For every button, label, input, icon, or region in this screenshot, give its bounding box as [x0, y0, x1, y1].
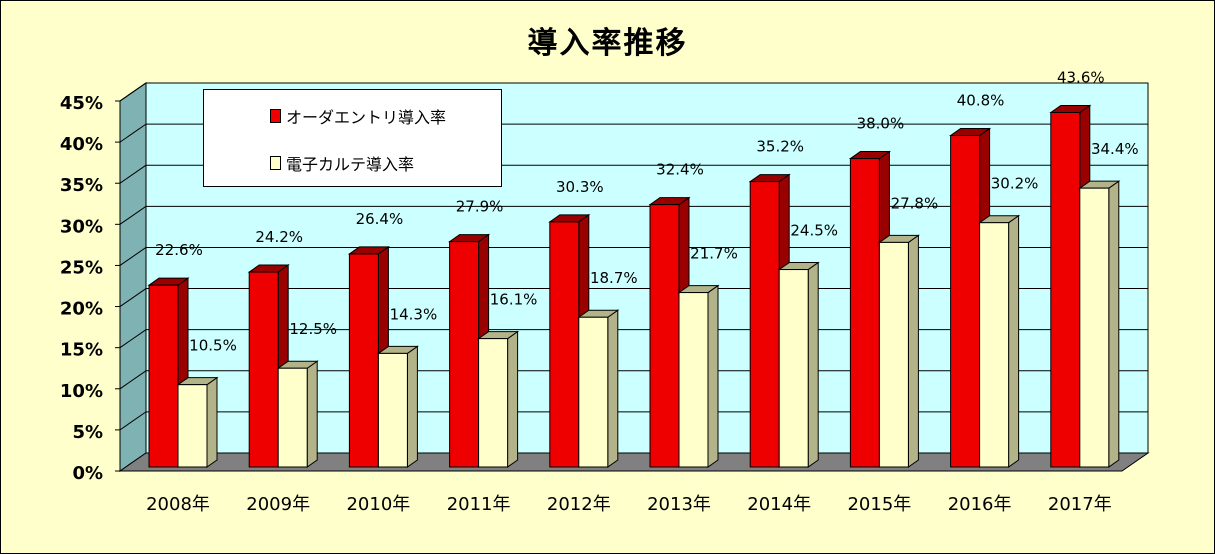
data-label-order-entry: 32.4% — [656, 161, 704, 179]
y-tick-label: 0% — [72, 463, 103, 484]
gridline-side — [119, 329, 147, 349]
x-tick-label: 2009年 — [246, 494, 310, 515]
data-label-order-entry: 22.6% — [155, 241, 203, 259]
bar-emr — [777, 261, 820, 468]
x-tick-label: 2014年 — [747, 494, 811, 515]
bar-emr — [1078, 180, 1121, 468]
x-tick-label: 2012年 — [547, 494, 611, 515]
bar-emr — [376, 345, 419, 468]
legend-swatch-order-entry — [270, 109, 281, 123]
data-label-emr: 12.5% — [289, 320, 337, 338]
y-tick-label: 35% — [60, 175, 103, 196]
gridline-side — [119, 82, 147, 102]
x-tick-label: 2016年 — [948, 494, 1012, 515]
y-tick-label: 30% — [60, 216, 103, 237]
y-tick-label: 10% — [60, 381, 103, 402]
data-label-emr: 10.5% — [189, 337, 237, 355]
y-tick-label: 20% — [60, 299, 103, 320]
x-tick-label: 2013年 — [647, 494, 711, 515]
bar-emr — [176, 376, 219, 468]
data-label-order-entry: 43.6% — [1057, 69, 1105, 87]
bar-emr — [978, 214, 1021, 468]
gridline-side — [119, 288, 147, 307]
y-tick-label: 15% — [60, 340, 103, 361]
data-label-emr: 24.5% — [790, 222, 838, 240]
legend-item-emr: 電子カルテ導入率 — [270, 151, 414, 175]
y-tick-label: 25% — [60, 257, 103, 278]
data-label-emr: 14.3% — [390, 305, 438, 323]
x-tick-label: 2011年 — [447, 494, 511, 515]
data-label-emr: 30.2% — [991, 175, 1039, 193]
y-tick-label: 40% — [60, 134, 103, 155]
gridline-side — [119, 164, 147, 184]
x-tick-label: 2015年 — [847, 494, 911, 515]
x-tick-label: 2017年 — [1048, 494, 1112, 515]
gridline-side — [119, 205, 147, 225]
x-tick-label: 2008年 — [146, 494, 210, 515]
data-label-order-entry: 35.2% — [756, 138, 804, 156]
data-label-order-entry: 24.2% — [255, 228, 303, 246]
gridline-side — [119, 370, 147, 390]
bar-emr — [477, 330, 520, 468]
bar-emr — [877, 234, 920, 468]
data-label-emr: 27.8% — [891, 194, 939, 212]
bar-emr — [677, 284, 720, 468]
bar-emr — [577, 309, 620, 468]
x-tick-label: 2010年 — [346, 494, 410, 515]
chart-title: 導入率推移 — [527, 26, 688, 61]
y-tick-label: 5% — [72, 422, 103, 443]
data-label-emr: 34.4% — [1091, 140, 1139, 158]
gridline-side — [119, 411, 147, 431]
gridline-side — [119, 247, 147, 266]
data-label-order-entry: 38.0% — [857, 115, 905, 133]
legend-item-order-entry: オーダエントリ導入率 — [270, 104, 446, 128]
data-label-emr: 18.7% — [590, 269, 638, 287]
legend-label-order-entry: オーダエントリ導入率 — [286, 108, 447, 127]
data-label-emr: 21.7% — [690, 245, 738, 263]
legend-swatch-emr — [270, 156, 281, 170]
data-label-order-entry: 27.9% — [456, 198, 504, 216]
legend: オーダエントリ導入率 電子カルテ導入率 — [203, 89, 502, 187]
gridline-side — [119, 123, 147, 143]
y-tick-label: 45% — [60, 93, 103, 114]
plot-side-wall — [119, 82, 147, 472]
data-label-order-entry: 30.3% — [556, 178, 604, 196]
data-label-order-entry: 40.8% — [957, 92, 1005, 110]
data-label-order-entry: 26.4% — [356, 210, 404, 228]
legend-label-emr: 電子カルテ導入率 — [286, 155, 415, 174]
bar-emr — [276, 360, 319, 468]
data-label-emr: 16.1% — [490, 291, 538, 309]
